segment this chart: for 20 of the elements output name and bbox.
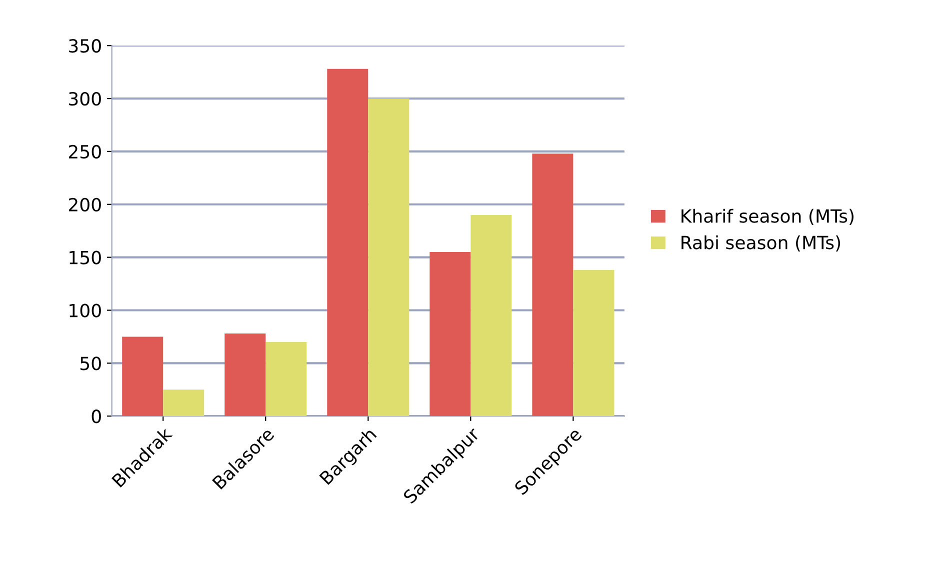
bar	[368, 98, 410, 416]
bar	[573, 270, 614, 416]
bar	[224, 334, 266, 416]
y-tick-label: 300	[69, 92, 101, 106]
y-tick-label: 0	[92, 410, 101, 424]
bar	[430, 252, 471, 416]
y-tick-label: 350	[69, 39, 101, 53]
bar	[266, 342, 307, 416]
y-tick-label: 50	[80, 356, 101, 370]
y-tick-label: 100	[70, 304, 101, 318]
bar	[470, 214, 512, 416]
y-tick-label: 250	[68, 144, 101, 159]
legend-label: Kharif season (MTs)	[682, 208, 854, 225]
bar	[122, 336, 164, 416]
bar	[327, 68, 368, 416]
y-tick-label: 200	[68, 198, 101, 212]
bar	[532, 154, 574, 416]
legend-label: Rabi season (MTs)	[682, 235, 840, 252]
bar	[163, 390, 204, 416]
y-tick-label: 150	[70, 250, 101, 264]
